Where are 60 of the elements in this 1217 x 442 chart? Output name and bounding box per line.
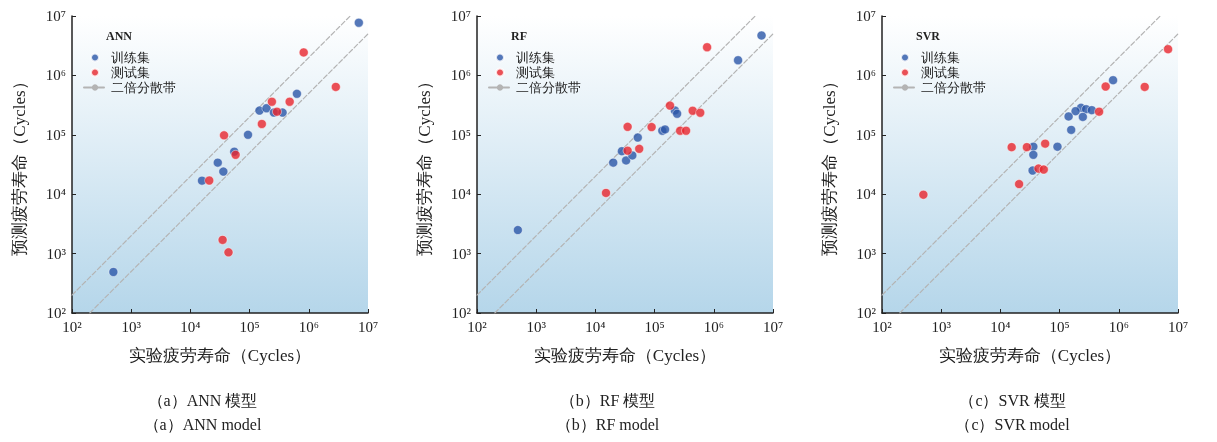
x-tick-label: 10⁷ xyxy=(762,318,784,335)
x-axis-title: 实验疲劳寿命（Cycles） xyxy=(128,346,312,365)
x-tick-label: 10⁵ xyxy=(239,318,260,335)
x-tick-label: 10² xyxy=(62,318,83,335)
y-tick-label: 10⁴ xyxy=(855,186,876,203)
y-tick-label: 10⁷ xyxy=(45,8,66,24)
y-tick-label: 10² xyxy=(856,305,877,321)
x-tick-label: 10⁴ xyxy=(585,318,606,335)
x-tick-label: 10⁷ xyxy=(1167,318,1189,335)
legend-title: SVR xyxy=(916,29,941,43)
text: （a）ANN 模型 xyxy=(147,391,258,409)
x-tick-label: 10⁵ xyxy=(1049,318,1070,335)
text: （c）SVR 模型 xyxy=(959,391,1066,409)
y-tick-label: 10⁶ xyxy=(450,67,471,84)
x-tick-label: 10⁶ xyxy=(298,318,319,335)
legend-label: 二倍分散带 xyxy=(111,80,176,95)
x-tick-label: 10⁶ xyxy=(703,318,724,335)
y-tick-label: 10³ xyxy=(46,245,67,262)
y-axis-title: 预测疲劳寿命（Cycles） xyxy=(820,73,839,256)
x-tick-label: 10³ xyxy=(526,318,547,335)
text: （c）SVR model xyxy=(955,415,1071,433)
x-tick-label: 10³ xyxy=(931,318,952,335)
y-tick-label: 10⁷ xyxy=(450,8,471,24)
x-axis-title: 实验疲劳寿命（Cycles） xyxy=(938,346,1122,365)
x-tick-label: 10⁴ xyxy=(180,318,201,335)
x-tick-label: 10² xyxy=(872,318,893,335)
x-tick-label: 10³ xyxy=(121,318,142,335)
legend-label: 测试集 xyxy=(516,65,555,80)
legend-label: 训练集 xyxy=(921,50,960,65)
y-tick-label: 10⁴ xyxy=(45,186,66,203)
x-tick-label: 10⁴ xyxy=(990,318,1011,335)
y-tick-label: 10⁷ xyxy=(855,8,876,24)
text: （b）RF 模型 xyxy=(559,391,656,409)
y-tick-label: 10³ xyxy=(856,245,877,262)
x-tick-label: 10⁵ xyxy=(644,318,665,335)
x-axis-title: 实验疲劳寿命（Cycles） xyxy=(533,346,717,365)
y-tick-label: 10⁶ xyxy=(855,67,876,84)
y-tick-label: 10⁵ xyxy=(855,126,876,143)
legend-label: 测试集 xyxy=(111,65,150,80)
legend-label: 训练集 xyxy=(111,50,150,65)
y-tick-label: 10⁶ xyxy=(45,67,66,84)
text: （a）ANN model xyxy=(143,415,262,433)
y-tick-label: 10² xyxy=(451,305,472,321)
legend-label: 训练集 xyxy=(516,50,555,65)
y-axis-title: 预测疲劳寿命（Cycles） xyxy=(10,73,29,256)
legend-title: ANN xyxy=(106,29,133,43)
legend-title: RF xyxy=(511,29,527,43)
y-tick-label: 10⁵ xyxy=(45,126,66,143)
y-tick-label: 10⁴ xyxy=(450,186,471,203)
text: （b）RF model xyxy=(555,415,660,433)
y-tick-label: 10³ xyxy=(451,245,472,262)
y-tick-label: 10⁵ xyxy=(450,126,471,143)
legend-label: 二倍分散带 xyxy=(921,80,986,95)
y-tick-label: 10² xyxy=(46,305,67,321)
x-tick-label: 10⁶ xyxy=(1108,318,1129,335)
x-tick-label: 10² xyxy=(467,318,488,335)
legend-label: 二倍分散带 xyxy=(516,80,581,95)
y-axis-title: 预测疲劳寿命（Cycles） xyxy=(415,73,434,256)
legend-label: 测试集 xyxy=(921,65,960,80)
x-tick-label: 10⁷ xyxy=(357,318,379,335)
